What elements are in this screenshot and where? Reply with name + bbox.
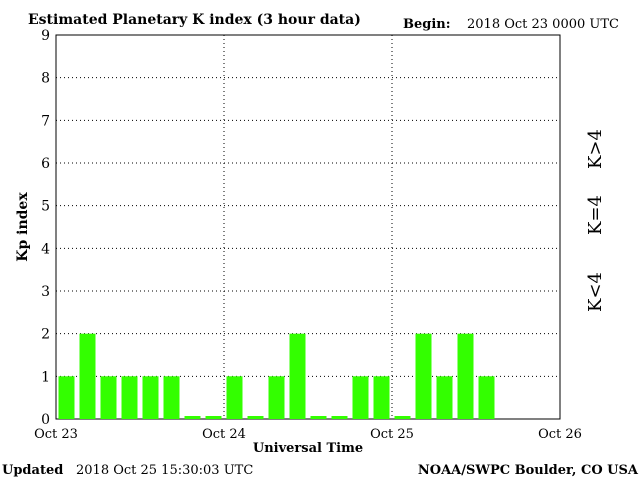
legend-k-equal-4: K=4 [585,195,606,235]
y-tick-label: 3 [41,284,50,300]
kp-bar [79,333,96,419]
x-axis-label: Universal Time [253,441,363,456]
kp-bar [226,376,243,419]
chart-title: Estimated Planetary K index (3 hour data… [28,12,361,28]
kp-bar [436,376,453,419]
kp-bar [100,376,117,419]
grid-lines [56,35,560,419]
kp-bar [394,416,411,419]
y-tick-labels: 0 1 2 3 4 5 6 7 8 9 [41,28,50,428]
y-tick-label: 0 [41,412,50,428]
kp-bar [310,416,327,419]
kp-bar [457,333,474,419]
credit-text: NOAA/SWPC Boulder, CO USA [418,463,639,478]
bars-group [58,333,495,419]
x-tick-label: Oct 25 [370,427,414,442]
kp-bar [184,416,201,419]
x-tick-label: Oct 23 [34,427,78,442]
y-tick-label: 7 [41,113,50,129]
kp-bar [331,416,348,419]
y-tick-label: 5 [41,199,50,215]
kp-bar [268,376,285,419]
y-tick-label: 1 [41,369,50,385]
kp-bar [142,376,159,419]
kp-bar [247,416,264,419]
kp-bar [58,376,75,419]
kp-bar [289,333,306,419]
legend-k-greater-4: K>4 [585,129,606,169]
y-tick-label: 6 [41,156,50,172]
begin-label: Begin: [403,17,451,32]
begin-value: 2018 Oct 23 0000 UTC [467,17,619,32]
kp-bar [478,376,495,419]
updated-label: Updated [2,463,63,478]
y-tick-label: 2 [41,327,50,343]
x-tick-label: Oct 24 [202,427,246,442]
kp-bar [373,376,390,419]
x-tick-label: Oct 26 [538,427,582,442]
y-axis-label: Kp index [15,192,31,262]
kp-bar [121,376,138,419]
kp-bar [415,333,432,419]
y-tick-label: 4 [41,241,50,257]
kp-bar [205,416,222,419]
y-tick-label: 9 [41,28,50,44]
plot-frame [55,34,561,420]
kp-bar [163,376,180,419]
kp-bar [352,376,369,419]
updated-value: 2018 Oct 25 15:30:03 UTC [76,463,253,478]
x-tick-labels: Oct 23 Oct 24 Oct 25 Oct 26 [34,427,582,442]
legend-k-less-4: K<4 [585,272,606,312]
y-tick-label: 8 [41,71,50,87]
